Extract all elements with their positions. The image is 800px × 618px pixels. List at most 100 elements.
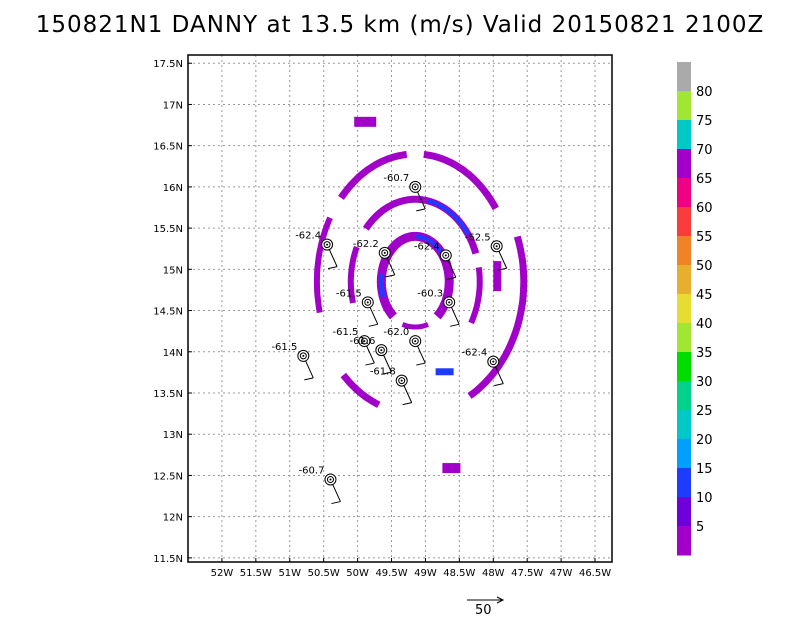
wind-barb-flag [382,371,392,375]
dropsonde-marker-dot [326,243,329,246]
dropsonde-marker-inner [489,358,497,366]
dropsonde-marker-dot [444,254,447,257]
colorbar-swatch [677,207,691,237]
dropsonde-marker-inner [442,251,450,259]
y-tick-label: 14.5N [153,307,183,318]
dropsonde-label: -61.5 [336,288,362,299]
wind-barb-flag [331,501,341,505]
x-tick-label: 47.5W [511,568,543,579]
colorbar-label: 35 [696,346,713,361]
x-axis-ticks: 52W 51.5W 51W 50.5W 50W 49.5W 49W 48.5W 48W 47.5W… [211,558,611,579]
colorbar-label: 65 [696,172,713,187]
dropsonde-label: -62.4 [414,241,440,252]
reference-vector-arrowhead [496,596,505,604]
rainband-mid-w [347,245,360,304]
dropsonde-marker-dot [414,185,417,188]
colorbar-swatch [677,381,691,411]
colorbar-label: 80 [696,85,713,100]
colorbar-label: 45 [696,288,713,303]
wind-barb-flag [327,266,338,270]
wind-barb-flag [416,208,426,212]
eyewall-core [415,234,443,254]
colorbar-label: 75 [696,114,713,129]
colorbar-label: 25 [696,404,713,419]
dropsonde-marker-dot [400,379,403,382]
reference-vector: 50 [467,596,505,618]
chart-title: 150821N1 DANNY at 13.5 km (m/s) Valid 20… [35,12,765,38]
rainband-outer-nw [338,150,408,200]
dropsonde-marker-inner [323,241,331,249]
eyewall-core-w [378,273,386,298]
dropsonde-marker-dot [302,354,305,357]
dropsonde-marker-inner [377,346,385,354]
colorbar-swatch [677,294,691,324]
rainband-outer-e [467,235,528,399]
colorbar: 5 10 15 20 25 30 35 40 45 50 55 60 65 70 75 80 [677,62,713,556]
rainband-outer-w [313,216,333,314]
grid-lines [188,55,612,562]
colorbar-swatch [677,178,691,208]
dropsonde-label: -62.2 [353,239,379,250]
rainband-mid-n-core [427,198,470,236]
colorbar-label: 60 [696,201,713,216]
wind-barb-flag [494,383,504,387]
colorbar-label: 20 [696,433,713,448]
dropsonde-label: -62.4 [295,231,321,242]
colorbar-swatch [677,236,691,266]
x-tick-label: 46.5W [579,568,611,579]
colorbar-swatch [677,352,691,382]
x-tick-label: 48W [482,568,505,579]
colorbar-label: 30 [696,375,713,390]
echo-patch-e [493,261,502,292]
wind-barb-flag [402,402,412,406]
dropsonde-marker-inner [493,242,501,250]
x-tick-label: 48.5W [443,568,475,579]
wind-barb-flag [385,274,395,278]
colorbar-label: 15 [696,462,713,477]
dropsonde-marker-dot [380,349,383,352]
dropsonde-marker-inner [360,337,368,345]
dropsonde-label: -60.7 [383,173,409,184]
y-tick-label: 11.5N [153,554,183,565]
wind-barb-flag [304,377,314,381]
reference-vector-label: 50 [475,603,492,618]
colorbar-swatch [677,120,691,150]
x-tick-label: 51W [278,568,301,579]
colorbar-swatch [677,62,691,92]
x-tick-label: 49.5W [375,568,407,579]
x-tick-label: 51.5W [240,568,272,579]
echo-patch-s [442,463,461,474]
colorbar-label: 50 [696,259,713,274]
colorbar-swatch [677,526,691,556]
dropsonde-marker-dot [448,301,451,304]
dropsonde-marker-inner [381,249,389,257]
wind-barb-flag [446,276,456,280]
wind-barb-flag [416,362,426,366]
colorbar-swatch [677,497,691,527]
y-tick-label: 13N [163,430,183,441]
dropsonde-marker-dot [363,340,366,343]
rainband-outer-ne [423,150,499,211]
eyewall-s [401,321,429,330]
dropsonde-label: -62.5 [465,232,491,243]
dropsonde-marker-dot [495,245,498,248]
dropsonde-marker-dot [383,251,386,254]
colorbar-swatch [677,410,691,440]
y-tick-label: 12.5N [153,471,183,482]
dropsonde-marker-inner [364,298,372,306]
y-tick-label: 17N [163,100,183,111]
y-tick-label: 15N [163,265,183,276]
wind-barb-flag [450,323,460,327]
wind-barb-flag [365,362,375,366]
plot-border [187,54,613,563]
x-tick-label: 47W [550,568,573,579]
y-tick-label: 15.5N [153,224,183,235]
dropsonde-marker-inner [326,476,334,484]
colorbar-swatch [677,323,691,353]
colorbar-swatch [677,265,691,295]
dropsonde-label: -61.5 [333,327,359,338]
colorbar-swatch [677,149,691,179]
y-tick-label: 17.5N [153,59,183,70]
dropsonde-label: -61.8 [370,367,396,378]
